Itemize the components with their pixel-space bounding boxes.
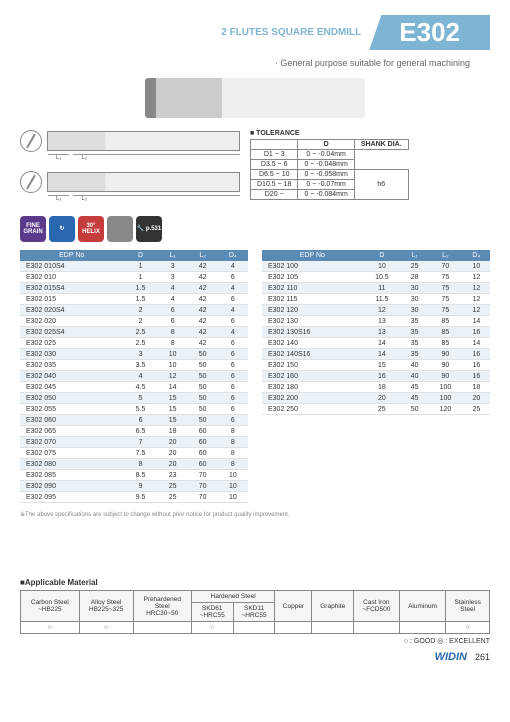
feature-badge: FINE GRAIN	[20, 216, 46, 242]
legend: ○ : GOOD ◎ : EXCELLENT	[20, 637, 490, 645]
footnote: ※The above specifications are subject to…	[20, 511, 490, 518]
spec-table-left: EDP NoDL₁L₂D₄E302 010S413424E302 0101342…	[20, 250, 248, 503]
feature-badge	[107, 216, 133, 242]
spec-table-right: EDP NoDL₁L₂D₄E302 10010257010E302 10510.…	[262, 250, 490, 415]
materials-title: ■Applicable Material	[20, 578, 490, 587]
brand-logo: WIDIN	[435, 651, 467, 663]
subtitle: 2 FLUTES SQUARE ENDMILL	[221, 27, 361, 38]
model-badge: E302	[369, 15, 490, 50]
product-image	[145, 78, 365, 118]
feature-badge: 🔧 p.531	[136, 216, 162, 242]
feature-badges: FINE GRAIN↻30° HELIX 🔧 p.531	[20, 216, 490, 242]
tolerance-title: ■ TOLERANCE	[250, 130, 490, 137]
feature-badge: ↻	[49, 216, 75, 242]
page-number: 261	[475, 652, 490, 662]
technical-drawings: L₁L₂ L₁L₂	[20, 130, 240, 206]
tolerance-table: DSHANK DIA.D1 ~ 30 ~ -0.04mmD3.5 ~ 60 ~ …	[250, 139, 409, 200]
materials-table: Carbon Steel ~HB225Alloy Steel HB225~325…	[20, 590, 490, 634]
feature-badge: 30° HELIX	[78, 216, 104, 242]
caption: · General purpose suitable for general m…	[20, 58, 490, 68]
